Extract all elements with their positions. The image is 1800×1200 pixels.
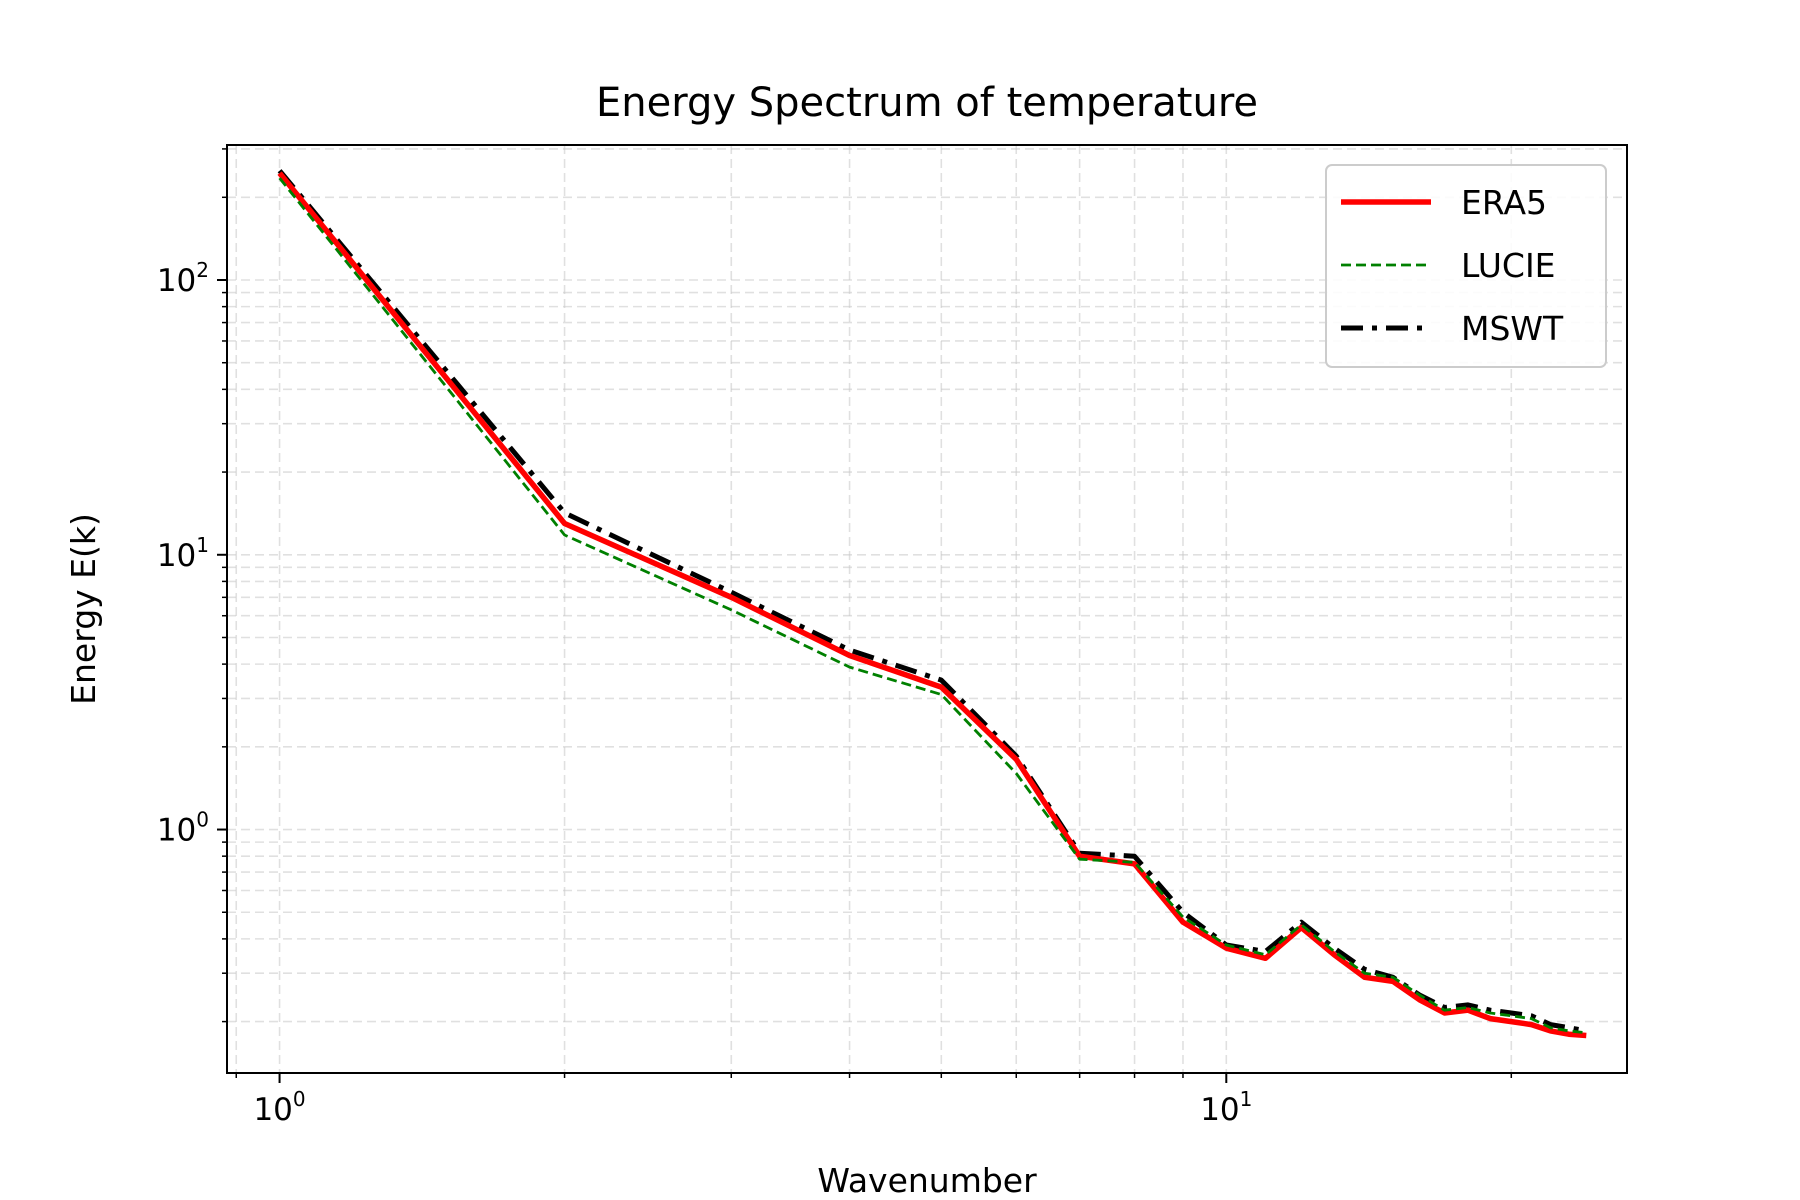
y-axis-label: Energy E(k)	[64, 513, 103, 705]
legend-box	[1325, 164, 1607, 368]
legend-label-mswt: MSWT	[1461, 309, 1564, 348]
series-line-mswt	[277, 169, 1587, 1034]
x-tick-label: 101	[1200, 1087, 1252, 1128]
chart-title: Energy Spectrum of temperature	[596, 80, 1258, 126]
series-line-lucie	[278, 177, 1587, 1035]
x-axis-label: Wavenumber	[817, 1161, 1037, 1200]
series-lines	[277, 169, 1587, 1039]
y-tick-label: 100	[157, 808, 209, 849]
legend-label-era5: ERA5	[1461, 183, 1547, 222]
y-tick-label: 102	[157, 258, 209, 299]
y-tick-label: 101	[157, 533, 209, 574]
series-line-era5	[277, 171, 1587, 1039]
legend-label-lucie: LUCIE	[1461, 246, 1556, 285]
x-tick-label: 100	[253, 1087, 305, 1128]
legend: ERA5 LUCIE MSWT	[1325, 164, 1607, 368]
ticks: 100 101 100 101 102	[157, 148, 1513, 1128]
plot-frame	[226, 144, 1628, 1074]
